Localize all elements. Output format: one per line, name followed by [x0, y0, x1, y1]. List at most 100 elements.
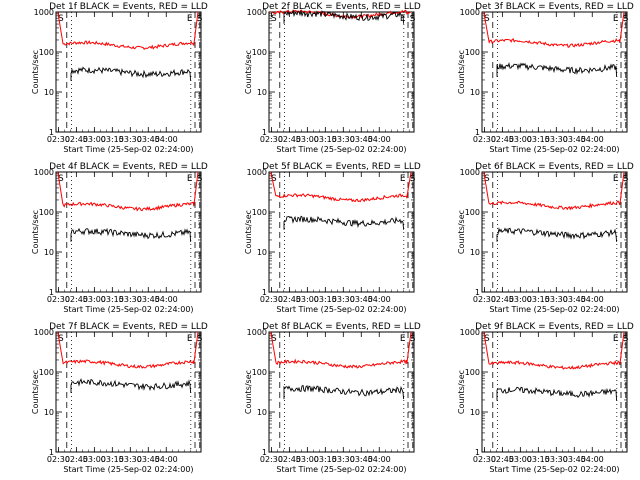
x-tick-label: 03:45 — [563, 135, 586, 144]
y-tick-label: 100 — [252, 48, 267, 57]
y-tick-label: 1 — [475, 128, 480, 137]
y-axis-label: Counts/sec — [31, 210, 40, 254]
x-tick-label: 02:45 — [491, 295, 514, 304]
x-tick-label: 02:30 — [260, 455, 283, 464]
panel-9: Det 9f BLACK = Events, RED = LLD 1 10 100 10… — [457, 322, 634, 474]
x-tick-label: 02:30 — [47, 135, 70, 144]
x-tick-label: 03:15 — [314, 135, 337, 144]
y-tick-label: 1 — [49, 288, 54, 297]
x-tick-label: 03:00 — [83, 455, 106, 464]
lld-series-line — [483, 171, 625, 211]
x-axis-label: Start Time (25-Sep-02 02:24:00) — [63, 305, 193, 314]
start-marker-label: S — [197, 174, 203, 184]
x-tick-label: 04:00 — [155, 455, 178, 464]
start-marker-label: S — [484, 334, 490, 344]
x-axis-label: Start Time (25-Sep-02 02:24:00) — [276, 145, 406, 154]
lld-series-line — [483, 11, 625, 48]
events-series-line — [70, 66, 192, 81]
x-tick-label: 03:45 — [350, 295, 373, 304]
y-tick-label: 10 — [257, 88, 267, 97]
end-marker-label: E — [613, 14, 619, 24]
start-marker-label: S — [197, 334, 203, 344]
y-axis-label: Counts/sec — [244, 210, 253, 254]
lld-series-line — [270, 331, 412, 369]
x-tick-label: 03:00 — [296, 295, 319, 304]
start-marker-label: S — [58, 334, 64, 344]
start-marker-label: S — [271, 334, 277, 344]
plot-frame — [55, 331, 202, 453]
x-tick-label: 03:15 — [314, 295, 337, 304]
y-tick-label: 10 — [44, 88, 54, 97]
x-tick-label: 02:45 — [491, 455, 514, 464]
panel-5: Det 5f BLACK = Events, RED = LLD 1 10 100 10… — [244, 162, 421, 314]
start-marker-label: S — [623, 14, 629, 24]
y-tick-label: 1 — [475, 448, 480, 457]
x-tick-label: 04:00 — [368, 295, 391, 304]
x-tick-label: 04:00 — [581, 135, 604, 144]
y-tick-label: 10 — [470, 248, 480, 257]
end-marker-label: E — [187, 174, 193, 184]
x-tick-label: 03:15 — [527, 295, 550, 304]
events-series-line — [70, 378, 192, 393]
y-tick-label: 10 — [470, 88, 480, 97]
y-tick-label: 1000 — [247, 168, 267, 177]
y-tick-label: 1 — [262, 448, 267, 457]
start-marker-label: S — [58, 174, 64, 184]
x-tick-label: 03:30 — [119, 135, 142, 144]
start-marker-label: S — [410, 174, 416, 184]
panel-4: Det 4f BLACK = Events, RED = LLD 1 10 100 10… — [31, 162, 208, 314]
x-tick-label: 03:45 — [350, 135, 373, 144]
x-tick-label: 03:30 — [119, 455, 142, 464]
start-marker-label: S — [410, 334, 416, 344]
panel-2: Det 2f BLACK = Events, RED = LLD 1 10 100 10… — [244, 2, 421, 154]
y-tick-label: 1000 — [460, 8, 480, 17]
events-series-line — [283, 9, 405, 24]
lld-series-line — [57, 331, 199, 369]
plot-frame — [55, 11, 202, 133]
start-marker-label: S — [623, 334, 629, 344]
x-tick-label: 04:00 — [581, 455, 604, 464]
end-marker-label: E — [187, 334, 193, 344]
x-tick-label: 04:00 — [155, 135, 178, 144]
plot-frame — [55, 171, 202, 293]
start-marker-label: S — [271, 14, 277, 24]
x-tick-label: 02:30 — [260, 295, 283, 304]
y-tick-label: 1000 — [34, 8, 54, 17]
y-tick-label: 1000 — [247, 328, 267, 337]
x-tick-label: 03:30 — [332, 295, 355, 304]
events-series-line — [283, 384, 405, 400]
y-tick-label: 100 — [39, 48, 54, 57]
x-axis-label: Start Time (25-Sep-02 02:24:00) — [63, 145, 193, 154]
x-axis-label: Start Time (25-Sep-02 02:24:00) — [489, 465, 619, 474]
x-tick-label: 02:30 — [47, 455, 70, 464]
y-tick-label: 100 — [465, 48, 480, 57]
y-axis-label: Counts/sec — [244, 370, 253, 414]
panel-6: Det 6f BLACK = Events, RED = LLD 1 10 100 10… — [457, 162, 634, 314]
start-marker-label: S — [271, 174, 277, 184]
x-tick-label: 04:00 — [581, 295, 604, 304]
end-marker-label: E — [613, 334, 619, 344]
x-tick-label: 03:00 — [509, 295, 532, 304]
panel-7: Det 7f BLACK = Events, RED = LLD 1 10 100 10… — [31, 322, 208, 474]
panel-title: Det 9f BLACK = Events, RED = LLD — [475, 322, 634, 332]
x-tick-label: 03:15 — [527, 135, 550, 144]
y-axis-label: Counts/sec — [457, 210, 466, 254]
panel-3: Det 3f BLACK = Events, RED = LLD 1 10 100 10… — [457, 2, 634, 154]
x-tick-label: 03:30 — [545, 455, 568, 464]
y-tick-label: 1 — [262, 288, 267, 297]
panel-title: Det 3f BLACK = Events, RED = LLD — [475, 2, 634, 12]
x-axis-label: Start Time (25-Sep-02 02:24:00) — [489, 305, 619, 314]
panel-1: Det 1f BLACK = Events, RED = LLD 1 10 100 10… — [31, 2, 208, 154]
x-tick-label: 03:30 — [545, 135, 568, 144]
x-tick-label: 03:00 — [83, 135, 106, 144]
x-tick-label: 02:45 — [65, 455, 88, 464]
y-axis-label: Counts/sec — [31, 50, 40, 94]
x-tick-label: 03:15 — [527, 455, 550, 464]
y-tick-label: 10 — [44, 408, 54, 417]
lld-series-line — [57, 11, 199, 51]
lld-series-line — [57, 171, 199, 212]
x-tick-label: 02:45 — [278, 455, 301, 464]
x-tick-label: 02:45 — [65, 295, 88, 304]
panel-title: Det 5f BLACK = Events, RED = LLD — [262, 162, 421, 172]
